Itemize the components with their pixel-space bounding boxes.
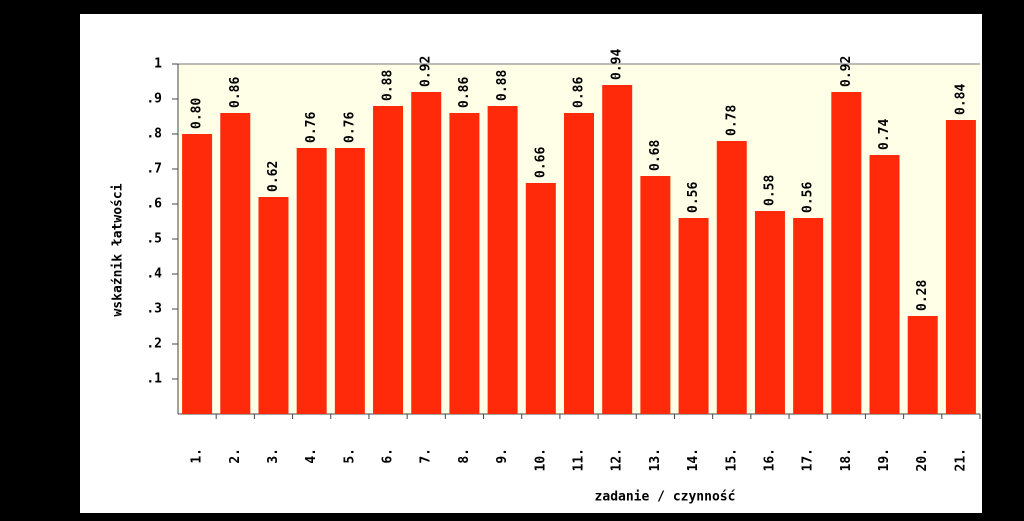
bar (525, 183, 556, 414)
value-label: 0.74 (877, 119, 892, 150)
bar (182, 134, 213, 414)
bar (373, 106, 404, 414)
value-label: 0.58 (762, 175, 777, 206)
x-tick-label: 6. (381, 448, 396, 464)
x-tick-label: 1. (190, 448, 205, 464)
value-label: 0.86 (572, 77, 587, 108)
value-label: 0.28 (915, 280, 930, 311)
y-tick-label: 1 (154, 57, 162, 72)
x-tick-label: 14. (686, 448, 701, 471)
x-tick-label: 5. (342, 448, 357, 464)
y-tick-label: .3 (146, 302, 162, 317)
value-label: 0.88 (381, 70, 396, 101)
x-tick-label: 17. (801, 448, 816, 471)
value-label: 0.84 (953, 84, 968, 115)
value-label: 0.78 (724, 105, 739, 136)
x-tick-label: 8. (457, 448, 472, 464)
x-tick-label: 3. (266, 448, 281, 464)
x-tick-label: 12. (610, 448, 625, 471)
value-label: 0.76 (304, 112, 319, 143)
value-label: 0.92 (419, 56, 434, 87)
value-label: 0.68 (648, 140, 663, 171)
x-tick-label: 20. (915, 448, 930, 471)
value-label: 0.66 (533, 147, 548, 178)
x-tick-label: 9. (495, 448, 510, 464)
y-tick-label: .1 (146, 372, 162, 387)
bar (907, 316, 938, 414)
bar (449, 113, 480, 414)
y-tick-label: .5 (146, 232, 162, 247)
bar (754, 211, 785, 414)
bar (564, 113, 594, 414)
x-axis-label: zadanie / czynność (595, 490, 736, 505)
y-axis-label: wskaźnik łatwości (111, 183, 126, 316)
x-tick-label: 19. (877, 448, 892, 471)
value-label: 0.86 (457, 77, 472, 108)
x-tick-label: 10. (533, 448, 548, 471)
bar (258, 197, 289, 414)
value-label: 0.62 (266, 161, 281, 192)
bar (296, 148, 327, 414)
bar (220, 113, 251, 414)
bar (716, 141, 747, 414)
bar (602, 85, 633, 414)
x-tick-label: 11. (572, 448, 587, 471)
x-tick-label: 13. (648, 448, 663, 471)
x-tick-label: 7. (419, 448, 434, 464)
bar (831, 92, 862, 414)
value-label: 0.92 (839, 56, 854, 87)
y-tick-label: .4 (146, 267, 162, 282)
value-label: 0.86 (228, 77, 243, 108)
x-tick-label: 2. (228, 448, 243, 464)
bar (869, 155, 900, 414)
x-tick-label: 16. (762, 448, 777, 471)
value-label: 0.56 (801, 182, 816, 213)
y-tick-label: .6 (146, 197, 162, 212)
x-tick-label: 15. (724, 448, 739, 471)
bar (640, 176, 671, 414)
value-label: 0.76 (342, 112, 357, 143)
bar (678, 218, 709, 414)
x-tick-label: 21. (953, 448, 968, 471)
bar (793, 218, 824, 414)
bar (334, 148, 365, 414)
y-tick-label: .7 (146, 162, 162, 177)
bar (487, 106, 518, 414)
value-label: 0.80 (190, 98, 205, 129)
y-tick-label: .2 (146, 337, 162, 352)
y-tick-label: .8 (146, 127, 162, 142)
value-label: 0.56 (686, 182, 701, 213)
x-tick-label: 18. (839, 448, 854, 471)
bar (945, 120, 976, 414)
y-tick-label: .9 (146, 92, 162, 107)
value-label: 0.94 (610, 49, 625, 80)
bar (411, 92, 442, 414)
x-tick-label: 4. (304, 448, 319, 464)
value-label: 0.88 (495, 70, 510, 101)
